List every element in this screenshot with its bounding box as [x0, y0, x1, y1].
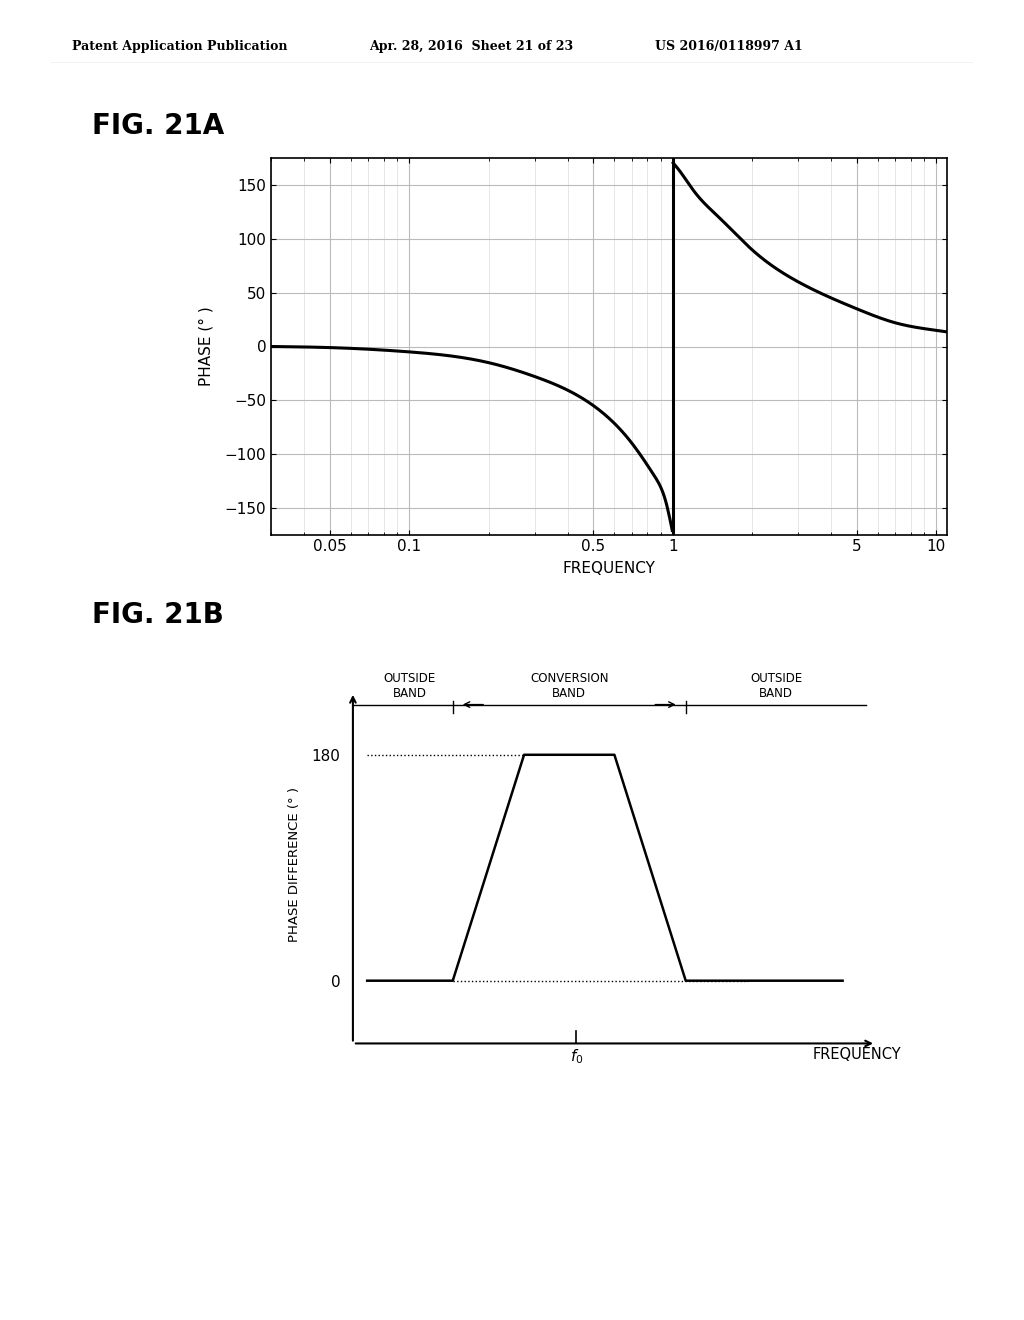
Text: US 2016/0118997 A1: US 2016/0118997 A1 [655, 40, 803, 53]
Text: FIG. 21B: FIG. 21B [92, 601, 224, 628]
Text: FREQUENCY: FREQUENCY [813, 1047, 901, 1063]
Text: $f_0$: $f_0$ [569, 1047, 583, 1067]
Text: Patent Application Publication: Patent Application Publication [72, 40, 287, 53]
X-axis label: FREQUENCY: FREQUENCY [563, 561, 655, 577]
Text: CONVERSION
BAND: CONVERSION BAND [530, 672, 608, 700]
Y-axis label: PHASE DIFFERENCE (° ): PHASE DIFFERENCE (° ) [288, 787, 300, 942]
Text: FIG. 21A: FIG. 21A [92, 112, 224, 140]
Text: OUTSIDE
BAND: OUTSIDE BAND [384, 672, 436, 700]
Text: OUTSIDE
BAND: OUTSIDE BAND [750, 672, 802, 700]
Y-axis label: PHASE (° ): PHASE (° ) [199, 306, 214, 387]
Text: Apr. 28, 2016  Sheet 21 of 23: Apr. 28, 2016 Sheet 21 of 23 [369, 40, 572, 53]
